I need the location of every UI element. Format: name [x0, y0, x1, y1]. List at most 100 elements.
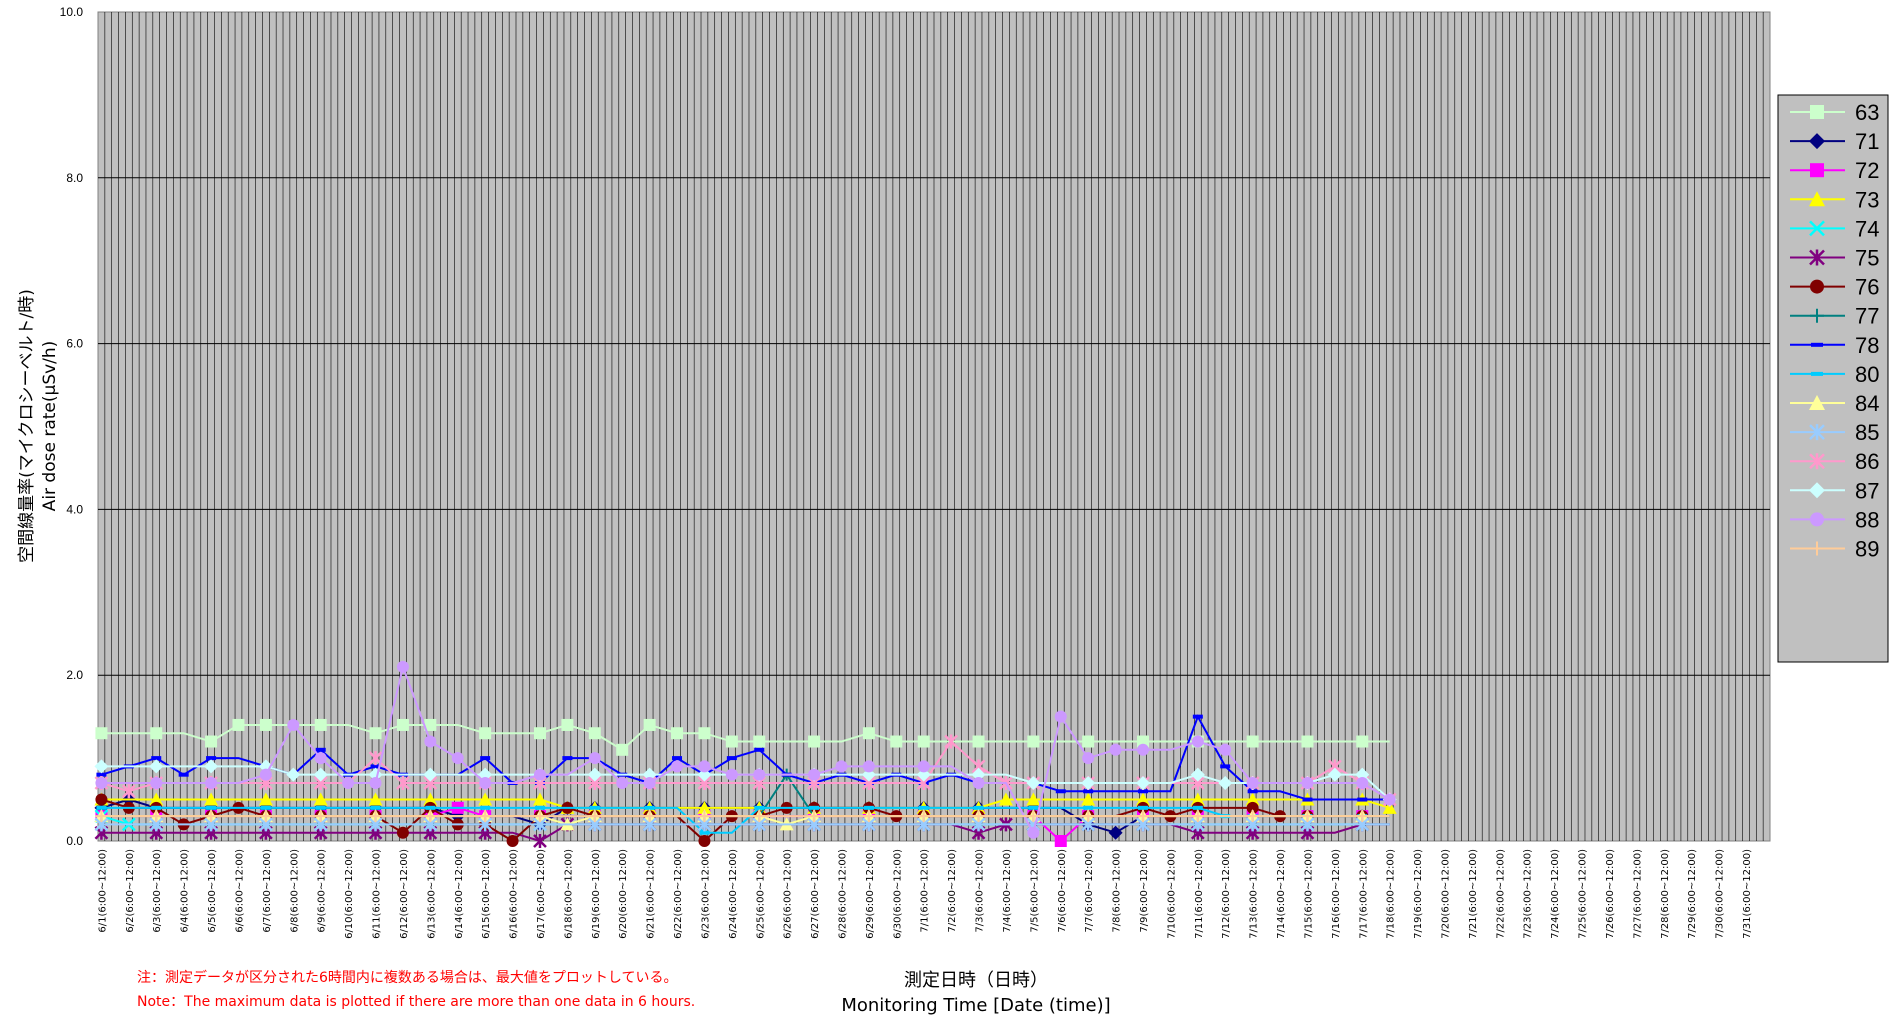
- data-point: [532, 792, 547, 806]
- x-tick-label: 6/17(6:00~12:00): [536, 849, 547, 939]
- legend-label: 80: [1855, 362, 1879, 387]
- data-point: [1246, 776, 1259, 789]
- legend-entry-87: 87: [1790, 478, 1879, 503]
- data-point: [1247, 789, 1258, 794]
- data-point: [1356, 776, 1369, 789]
- data-point: [286, 767, 301, 782]
- data-point: [451, 752, 464, 765]
- data-point: [698, 810, 711, 823]
- data-point: [643, 776, 656, 789]
- data-point: [370, 805, 381, 810]
- x-tick-label: 6/12(6:00~12:00): [399, 849, 410, 939]
- data-point: [1138, 789, 1148, 794]
- x-tick-label: 6/26(6:00~12:00): [783, 849, 794, 939]
- data-point: [808, 768, 821, 781]
- x-tick-label: 7/25(6:00~12:00): [1578, 849, 1589, 939]
- data-point: [205, 810, 218, 823]
- data-point: [644, 805, 655, 810]
- x-tick-label: 7/14(6:00~12:00): [1276, 849, 1287, 939]
- x-tick-label: 7/6(6:00~12:00): [1057, 849, 1068, 933]
- data-point: [533, 768, 546, 781]
- series-73: [94, 792, 1397, 814]
- data-point: [589, 805, 600, 810]
- x-tick-label: 7/21(6:00~12:00): [1468, 849, 1479, 939]
- data-point: [96, 805, 107, 810]
- legend-label: 75: [1855, 246, 1879, 271]
- data-point: [1809, 191, 1825, 207]
- x-axis-ticks: 6/1(6:00~12:00) 6/2(6:00~12:00) 6/3(6:00~1…: [97, 849, 1753, 939]
- data-point: [260, 805, 271, 810]
- data-point: [1190, 792, 1205, 806]
- data-point: [1192, 714, 1203, 719]
- data-point: [1246, 801, 1259, 814]
- data-point: [616, 743, 629, 756]
- data-point: [396, 775, 410, 790]
- data-point: [1246, 735, 1259, 748]
- x-tick-label: 7/24(6:00~12:00): [1550, 849, 1561, 939]
- x-tick-label: 7/7(6:00~12:00): [1084, 849, 1095, 933]
- data-point: [862, 810, 875, 823]
- legend-label: 78: [1855, 333, 1879, 358]
- data-point: [972, 810, 985, 823]
- data-point: [862, 760, 875, 773]
- x-axis-label-ja: 測定日時（日時）: [904, 970, 1048, 991]
- data-point: [917, 810, 930, 823]
- series-group: [94, 660, 1397, 848]
- x-tick-label: 6/1(6:00~12:00): [97, 849, 108, 933]
- x-tick-label: 7/15(6:00~12:00): [1303, 849, 1314, 939]
- data-point: [95, 793, 108, 806]
- data-point: [204, 792, 219, 806]
- data-point: [1809, 220, 1825, 237]
- x-tick-label: 6/20(6:00~12:00): [618, 849, 629, 939]
- data-point: [506, 835, 519, 847]
- y-tick-label: 6.0: [66, 337, 83, 351]
- gridlines: [98, 12, 1770, 841]
- data-point: [1191, 810, 1204, 823]
- y-tick-label: 0.0: [66, 834, 83, 848]
- data-point: [1809, 395, 1825, 410]
- x-tick-label: 6/13(6:00~12:00): [426, 849, 437, 939]
- data-point: [698, 835, 711, 847]
- data-point: [1190, 767, 1205, 782]
- data-point: [1218, 775, 1233, 790]
- legend-label: 72: [1855, 158, 1879, 183]
- x-tick-label: 6/16(6:00~12:00): [509, 849, 520, 939]
- x-tick-label: 7/5(6:00~12:00): [1029, 849, 1040, 933]
- series-88: [95, 660, 1396, 839]
- x-tick-label: 7/23(6:00~12:00): [1523, 849, 1534, 939]
- x-tick-label: 7/27(6:00~12:00): [1632, 849, 1643, 939]
- data-point: [424, 718, 437, 731]
- data-point: [479, 727, 492, 740]
- data-point: [808, 810, 821, 823]
- data-point: [533, 834, 547, 848]
- x-tick-label: 7/1(6:00~12:00): [920, 849, 931, 933]
- data-point: [287, 718, 300, 731]
- data-point: [1301, 735, 1314, 748]
- data-point: [587, 767, 602, 782]
- legend-entry-89: 89: [1790, 537, 1879, 562]
- data-point: [205, 735, 218, 748]
- data-point: [150, 810, 163, 823]
- legend-label: 77: [1855, 304, 1879, 329]
- x-tick-label: 6/27(6:00~12:00): [810, 849, 821, 939]
- legend-entry-86: 86: [1790, 449, 1879, 474]
- data-point: [1081, 775, 1096, 790]
- data-point: [1809, 249, 1825, 266]
- note-ja: 注：測定データが区分された6時間内に複数ある場合は、最大値をプロットしている。: [137, 969, 678, 986]
- data-point: [809, 805, 820, 810]
- note-en: Note：The maximum data is plotted if ther…: [137, 994, 695, 1010]
- data-point: [1357, 797, 1368, 802]
- x-tick-label: 7/9(6:00~12:00): [1139, 849, 1150, 933]
- x-tick-label: 7/22(6:00~12:00): [1495, 849, 1506, 939]
- data-point: [918, 805, 929, 810]
- data-point: [369, 727, 382, 740]
- x-tick-label: 7/29(6:00~12:00): [1687, 849, 1698, 939]
- x-tick-label: 6/11(6:00~12:00): [372, 849, 383, 939]
- data-point: [396, 826, 409, 839]
- data-point: [699, 830, 710, 835]
- series-63: [95, 718, 1390, 756]
- x-tick-label: 7/13(6:00~12:00): [1249, 849, 1260, 939]
- series-line: [101, 798, 1390, 809]
- data-point: [313, 792, 328, 806]
- data-point: [944, 734, 959, 749]
